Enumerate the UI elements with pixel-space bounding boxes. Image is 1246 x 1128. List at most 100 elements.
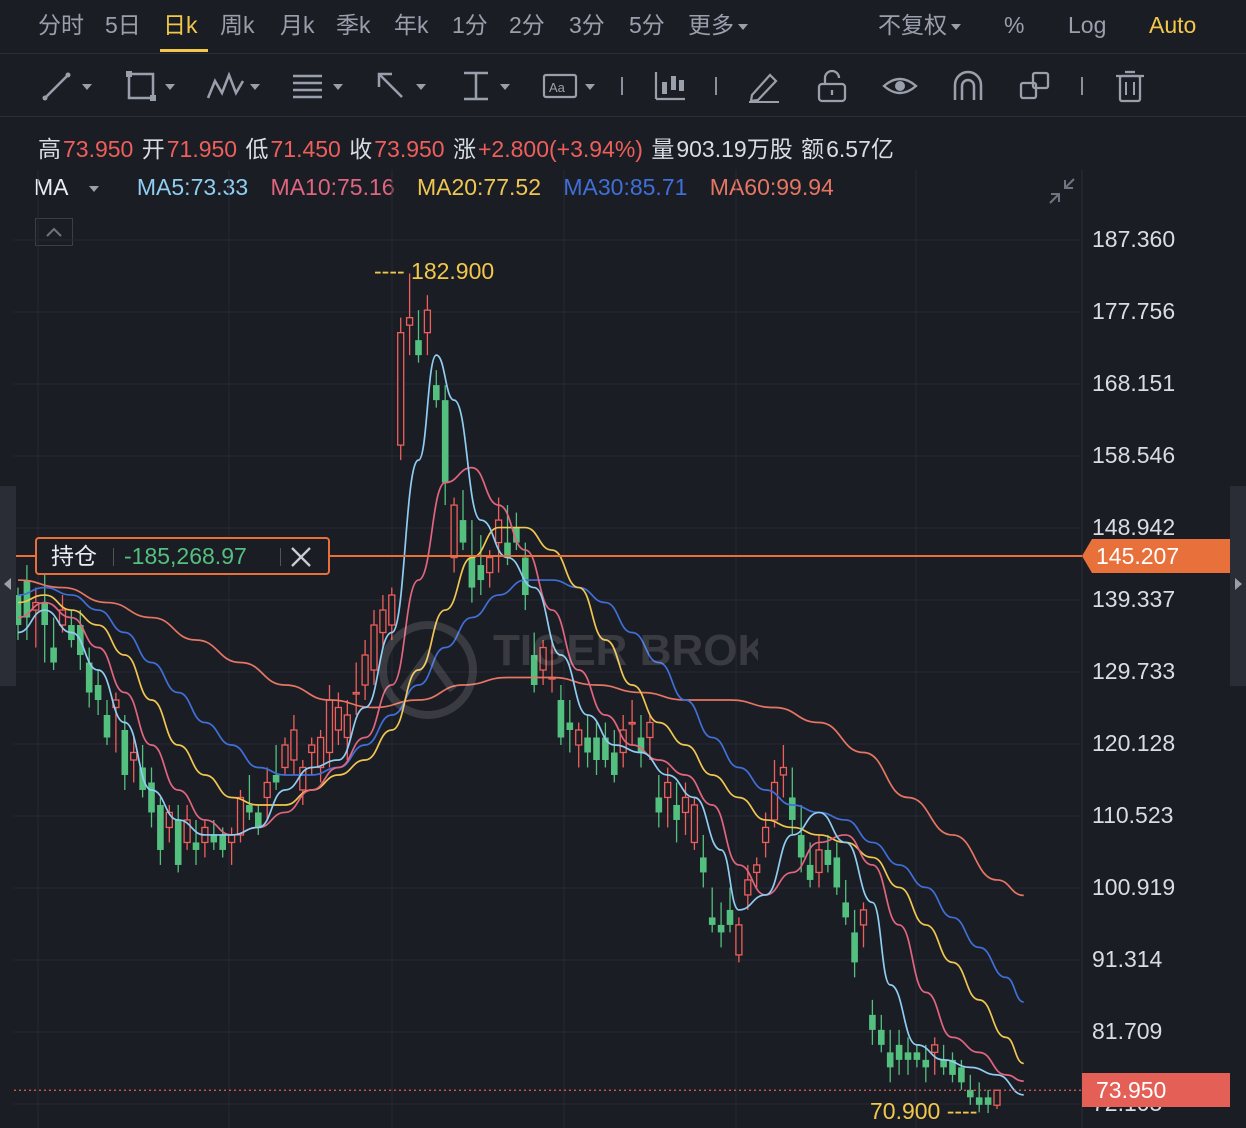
trend-line-tool[interactable] bbox=[40, 69, 96, 103]
candle-body bbox=[530, 655, 538, 686]
amount-value: 6.57亿 bbox=[826, 136, 894, 162]
scroll-left-handle[interactable] bbox=[0, 486, 16, 686]
chevron-down-icon bbox=[88, 185, 99, 192]
candle-body bbox=[210, 834, 218, 843]
scroll-right-handle[interactable] bbox=[1230, 486, 1246, 686]
candle-body bbox=[50, 647, 57, 663]
chevron-down-icon bbox=[738, 23, 748, 30]
chevron-left-icon bbox=[4, 578, 11, 590]
fullscreen-toggle[interactable] bbox=[1047, 176, 1077, 206]
candle-body bbox=[103, 715, 111, 738]
price-tick-label: 100.919 bbox=[1092, 874, 1176, 900]
log-toggle[interactable]: Log bbox=[1068, 12, 1107, 38]
layers-tool[interactable] bbox=[1018, 69, 1054, 103]
price-tick-label: 81.709 bbox=[1092, 1018, 1163, 1044]
price-tick-label: 187.360 bbox=[1092, 226, 1176, 252]
quote-summary: 高73.950 开71.950 低71.450 收73.950 涨+2.800(… bbox=[38, 130, 896, 164]
tab-5day[interactable]: 5日 bbox=[105, 12, 141, 38]
tab-quarterly-k[interactable]: 季k bbox=[336, 12, 371, 38]
volume-label: 量 bbox=[651, 136, 675, 162]
candle-body bbox=[646, 721, 654, 739]
tab-monthly-k[interactable]: 月k bbox=[280, 12, 315, 38]
tab-daily-k[interactable]: 日k bbox=[163, 12, 198, 38]
close-value: 73.950 bbox=[374, 136, 445, 162]
percent-toggle[interactable]: % bbox=[1004, 12, 1025, 38]
candle-body bbox=[940, 1059, 947, 1068]
candle-body bbox=[192, 842, 200, 850]
candle-body bbox=[494, 519, 503, 544]
candle-body bbox=[779, 766, 788, 776]
high-label: 高 bbox=[38, 136, 61, 162]
candle-body bbox=[370, 624, 378, 671]
candle-body bbox=[931, 1044, 939, 1054]
candle-body bbox=[833, 857, 841, 888]
collapse-legend-button[interactable] bbox=[35, 218, 73, 246]
toolbar-divider bbox=[621, 77, 623, 95]
magnet-tool[interactable] bbox=[950, 69, 986, 103]
eye-icon bbox=[882, 77, 918, 95]
tab-2min[interactable]: 2分 bbox=[509, 12, 545, 38]
candle-body bbox=[272, 774, 280, 783]
auto-toggle[interactable]: Auto bbox=[1149, 12, 1197, 38]
candle-style-tool[interactable] bbox=[652, 69, 688, 103]
candle-body bbox=[904, 1052, 912, 1060]
price-tick-label: 91.314 bbox=[1092, 946, 1163, 972]
candle-body bbox=[263, 781, 271, 799]
price-tick-label: 139.337 bbox=[1092, 586, 1176, 612]
trash-icon bbox=[1116, 70, 1144, 103]
highest-price-marker: ---- 182.900 bbox=[374, 258, 495, 284]
delete-tool[interactable] bbox=[1113, 69, 1149, 103]
tab-3min[interactable]: 3分 bbox=[569, 12, 605, 38]
candle-body bbox=[23, 580, 31, 618]
arrow-tool[interactable] bbox=[374, 69, 432, 103]
candle-body bbox=[806, 864, 814, 880]
ma20-legend: MA20:77.52 bbox=[416, 174, 541, 200]
candles bbox=[14, 273, 1001, 1114]
price-range-tool[interactable] bbox=[458, 69, 516, 103]
tab-5min[interactable]: 5分 bbox=[629, 12, 665, 38]
candle-body bbox=[219, 834, 226, 850]
candle-body bbox=[459, 520, 467, 543]
pencil-tool[interactable] bbox=[746, 69, 782, 103]
tab-weekly-k[interactable]: 周k bbox=[220, 12, 255, 38]
candle-body bbox=[789, 797, 796, 820]
candlestick-chart[interactable] bbox=[0, 170, 1246, 1128]
text-annotation-icon: Aa bbox=[542, 73, 595, 99]
rectangle-tool[interactable] bbox=[123, 69, 179, 103]
candle-body bbox=[486, 556, 494, 574]
candle-body bbox=[539, 646, 547, 671]
candle-body bbox=[157, 804, 164, 850]
fibonacci-tool[interactable] bbox=[290, 69, 350, 103]
candle-body bbox=[673, 804, 680, 820]
candle-body bbox=[958, 1067, 965, 1083]
candle-body bbox=[637, 737, 645, 753]
wave-pattern-tool[interactable] bbox=[205, 69, 265, 103]
position-label-box[interactable]: 持仓 -185,268.97 bbox=[35, 537, 330, 575]
tab-yearly-k[interactable]: 年k bbox=[394, 12, 429, 38]
close-icon[interactable] bbox=[289, 545, 313, 569]
candle-body bbox=[869, 1014, 876, 1030]
text-annotation-tool[interactable]: Aa bbox=[541, 69, 601, 103]
tab-1min[interactable]: 1分 bbox=[452, 12, 488, 38]
candle-body bbox=[468, 557, 476, 588]
candle-body bbox=[967, 1089, 974, 1098]
tab-intraday[interactable]: 分时 bbox=[38, 12, 84, 38]
ma-lines bbox=[17, 354, 1024, 1096]
chevron-up-icon bbox=[46, 227, 62, 237]
price-tick-label: 168.151 bbox=[1092, 370, 1176, 396]
candle-body bbox=[325, 699, 334, 754]
candle-body bbox=[770, 781, 779, 821]
lock-tool[interactable] bbox=[814, 69, 850, 103]
candle-body bbox=[148, 782, 155, 813]
candle-body bbox=[94, 685, 102, 701]
candle-body bbox=[815, 849, 823, 874]
candle-body bbox=[477, 565, 485, 581]
candle-body bbox=[557, 700, 565, 738]
price-adjust-dropdown[interactable]: 不复权 bbox=[878, 10, 961, 40]
candle-body bbox=[717, 924, 725, 933]
indicator-selector[interactable]: MA bbox=[34, 174, 115, 200]
tab-more[interactable]: 更多 bbox=[688, 10, 748, 40]
candle-body bbox=[343, 714, 351, 739]
visibility-tool[interactable] bbox=[882, 69, 918, 103]
candle-body bbox=[174, 819, 182, 865]
